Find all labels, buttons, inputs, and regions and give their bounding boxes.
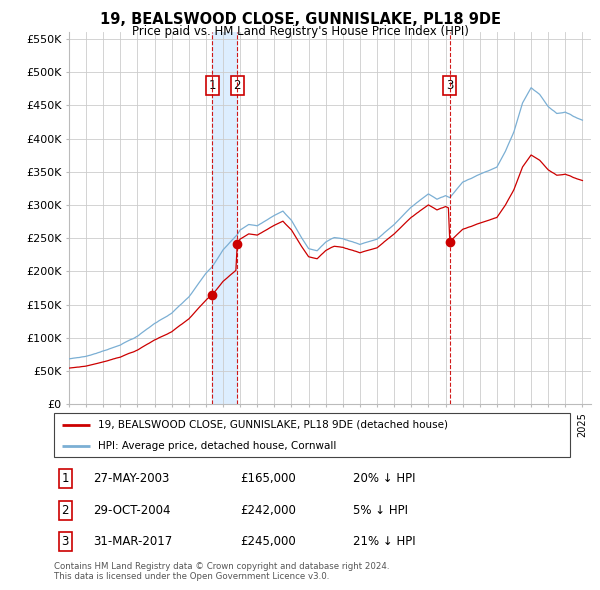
Text: £245,000: £245,000 (240, 535, 296, 548)
Text: 1: 1 (209, 79, 216, 92)
Bar (212, 32, 237, 404)
Text: 1: 1 (62, 473, 69, 486)
Text: 29-OCT-2004: 29-OCT-2004 (92, 504, 170, 517)
Text: Price paid vs. HM Land Registry's House Price Index (HPI): Price paid vs. HM Land Registry's House … (131, 25, 469, 38)
Text: £242,000: £242,000 (240, 504, 296, 517)
Text: 3: 3 (446, 79, 454, 92)
Text: 2: 2 (62, 504, 69, 517)
Text: 21% ↓ HPI: 21% ↓ HPI (353, 535, 416, 548)
Text: 3: 3 (62, 535, 69, 548)
Text: 27-MAY-2003: 27-MAY-2003 (92, 473, 169, 486)
Text: 19, BEALSWOOD CLOSE, GUNNISLAKE, PL18 9DE: 19, BEALSWOOD CLOSE, GUNNISLAKE, PL18 9D… (100, 12, 500, 27)
FancyBboxPatch shape (54, 413, 570, 457)
Text: 5% ↓ HPI: 5% ↓ HPI (353, 504, 408, 517)
Text: £165,000: £165,000 (240, 473, 296, 486)
Text: 2: 2 (233, 79, 241, 92)
Text: 19, BEALSWOOD CLOSE, GUNNISLAKE, PL18 9DE (detached house): 19, BEALSWOOD CLOSE, GUNNISLAKE, PL18 9D… (98, 420, 448, 430)
Text: 20% ↓ HPI: 20% ↓ HPI (353, 473, 416, 486)
Text: HPI: Average price, detached house, Cornwall: HPI: Average price, detached house, Corn… (98, 441, 336, 451)
Text: 31-MAR-2017: 31-MAR-2017 (92, 535, 172, 548)
Text: Contains HM Land Registry data © Crown copyright and database right 2024.
This d: Contains HM Land Registry data © Crown c… (54, 562, 389, 581)
